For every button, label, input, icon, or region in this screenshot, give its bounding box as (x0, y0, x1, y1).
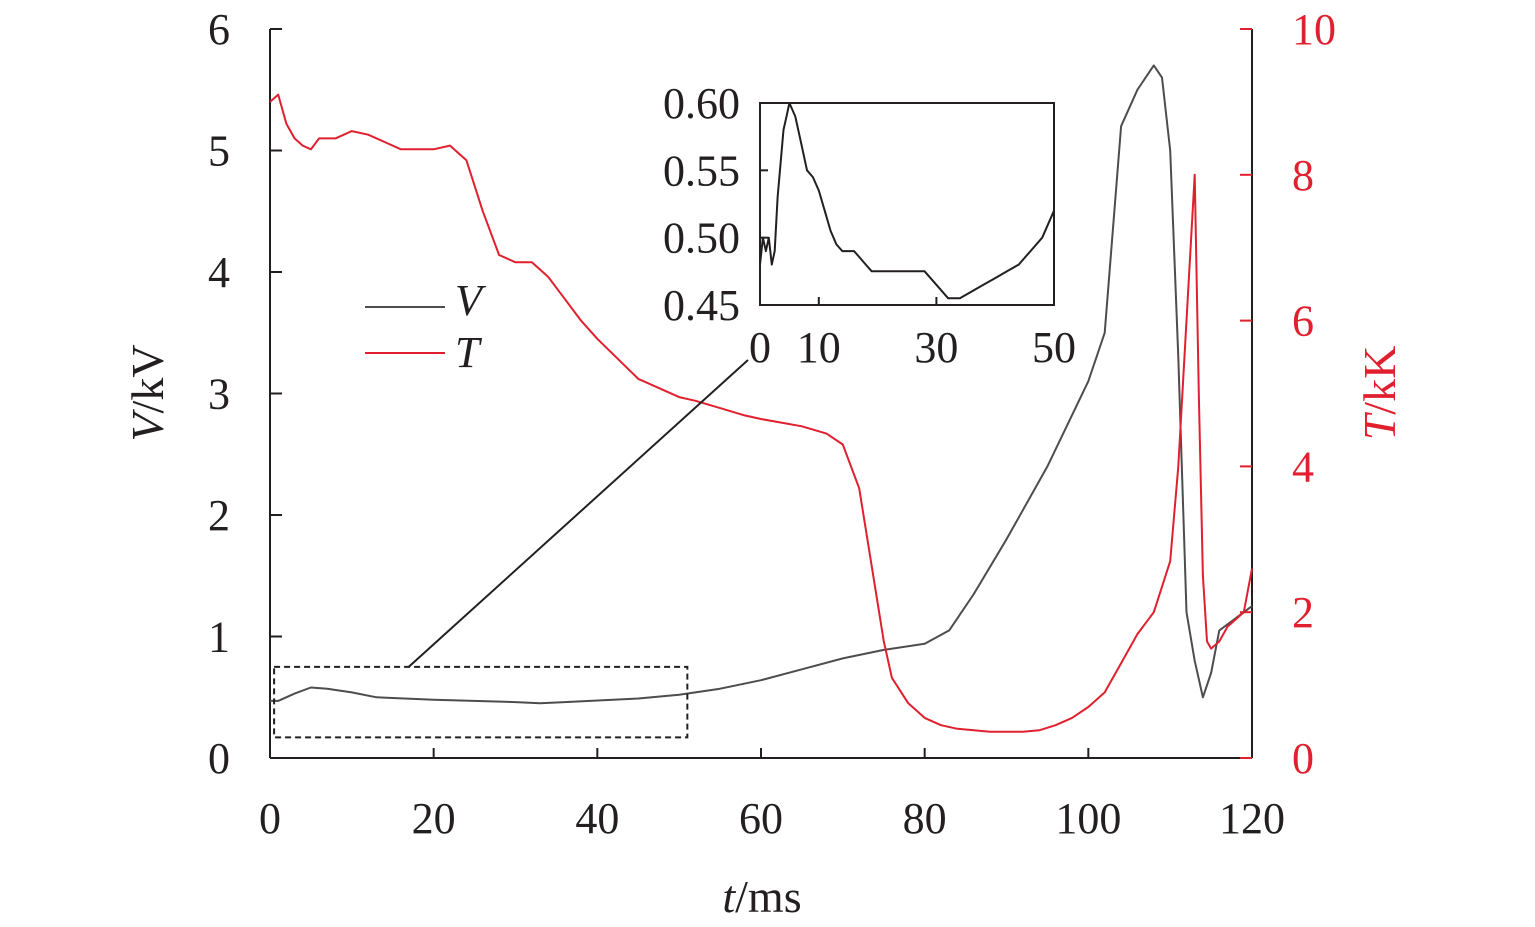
inset-x-tick-label: 10 (797, 323, 841, 372)
y-left-tick-label: 2 (208, 491, 230, 540)
y-right-tick-label: 0 (1292, 734, 1314, 783)
inset-axes: 0.45 0.50 0.55 0.60 0 10 30 50 (663, 79, 1076, 372)
inset-x-tick-label: 30 (914, 323, 958, 372)
y-left-tick-label: 1 (208, 613, 230, 662)
y-left-tick-label: 6 (208, 5, 230, 54)
legend-label-v: V (455, 276, 487, 325)
y-left-tick-label: 3 (208, 370, 230, 419)
y-right-tick-label: 2 (1292, 588, 1314, 637)
x-tick-label: 80 (903, 794, 947, 843)
y-left-axis-title-unit: /kV (122, 344, 173, 413)
inset-x-tick-label: 0 (749, 323, 771, 372)
x-tick-label: 100 (1055, 794, 1121, 843)
y-left-axis-title-var: V (122, 409, 173, 442)
y-left-tick-label: 4 (208, 248, 230, 297)
inset-series-line-v (759, 102, 1055, 300)
y-left-tick-label: 0 (208, 734, 230, 783)
inset-y-tick-label: 0.55 (663, 146, 740, 195)
legend: V T (365, 276, 487, 377)
inset-x-tick-label: 50 (1032, 323, 1076, 372)
x-axis-title-unit: /ms (735, 871, 801, 922)
series-line-v (270, 64, 1253, 705)
x-tick-label: 20 (412, 794, 456, 843)
y-left-axis-title: V/kV (122, 344, 173, 441)
x-axis-title-var: t (722, 871, 736, 922)
zoom-connector-line (408, 359, 749, 668)
y-left-tick-label: 5 (208, 127, 230, 176)
inset-plot: 0.45 0.50 0.55 0.60 0 10 30 50 (663, 79, 1076, 372)
y-right-tick-label: 6 (1292, 297, 1314, 346)
x-tick-label: 120 (1219, 794, 1285, 843)
legend-label-t: T (455, 328, 483, 377)
x-tick-label: 0 (259, 794, 281, 843)
inset-y-tick-label: 0.50 (663, 214, 740, 263)
y-right-axis-title-unit: /kK (1354, 346, 1405, 415)
y-right-tick-label: 10 (1292, 5, 1336, 54)
y-right-tick-label: 4 (1292, 442, 1314, 491)
x-axis-title: t/ms (722, 871, 801, 922)
x-tick-label: 60 (739, 794, 783, 843)
y-right-axis-title: T/kK (1354, 346, 1405, 441)
zoom-box (273, 665, 689, 739)
inset-y-tick-label: 0.60 (663, 79, 740, 128)
x-tick-label: 40 (575, 794, 619, 843)
zoom-indicator (273, 359, 749, 739)
inset-y-tick-label: 0.45 (663, 281, 740, 330)
y-right-tick-label: 8 (1292, 151, 1314, 200)
series-line-t (269, 93, 1253, 733)
y-right-axis-title-var: T (1354, 411, 1405, 440)
main-series (269, 64, 1253, 733)
inset-frame (759, 102, 1055, 306)
